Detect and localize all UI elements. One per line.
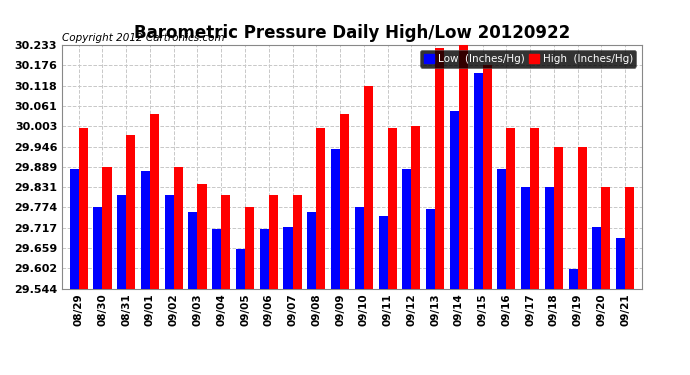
Bar [388,128,397,289]
Bar [221,195,230,289]
Title: Barometric Pressure Daily High/Low 20120922: Barometric Pressure Daily High/Low 20120… [134,24,570,42]
Bar [578,147,586,289]
Bar [459,45,468,289]
Bar [70,169,79,289]
Bar [506,128,515,289]
Bar [616,238,625,289]
Bar [355,207,364,289]
Bar [165,195,174,289]
Bar [402,169,411,289]
Bar [340,114,349,289]
Bar [569,268,578,289]
Bar [364,86,373,289]
Bar [307,211,316,289]
Bar [197,184,206,289]
Bar [592,227,601,289]
Bar [450,111,459,289]
Bar [530,128,539,289]
Bar [259,229,269,289]
Bar [93,207,103,289]
Bar [545,187,554,289]
Bar [236,249,245,289]
Bar [411,126,420,289]
Bar [293,195,302,289]
Bar [554,147,563,289]
Bar [213,229,221,289]
Bar [79,128,88,289]
Bar [435,48,444,289]
Bar [473,73,482,289]
Legend: Low  (Inches/Hg), High  (Inches/Hg): Low (Inches/Hg), High (Inches/Hg) [420,50,636,68]
Bar [497,169,506,289]
Bar [379,216,388,289]
Bar [426,209,435,289]
Bar [521,187,530,289]
Bar [601,187,611,289]
Bar [284,227,293,289]
Bar [316,128,325,289]
Bar [331,148,340,289]
Bar [482,65,491,289]
Bar [174,167,183,289]
Bar [269,195,278,289]
Bar [126,135,135,289]
Bar [117,195,126,289]
Bar [103,167,112,289]
Bar [188,211,197,289]
Text: Copyright 2012 Cartronics.com: Copyright 2012 Cartronics.com [62,33,225,43]
Bar [150,114,159,289]
Bar [625,187,634,289]
Bar [245,207,254,289]
Bar [141,171,150,289]
